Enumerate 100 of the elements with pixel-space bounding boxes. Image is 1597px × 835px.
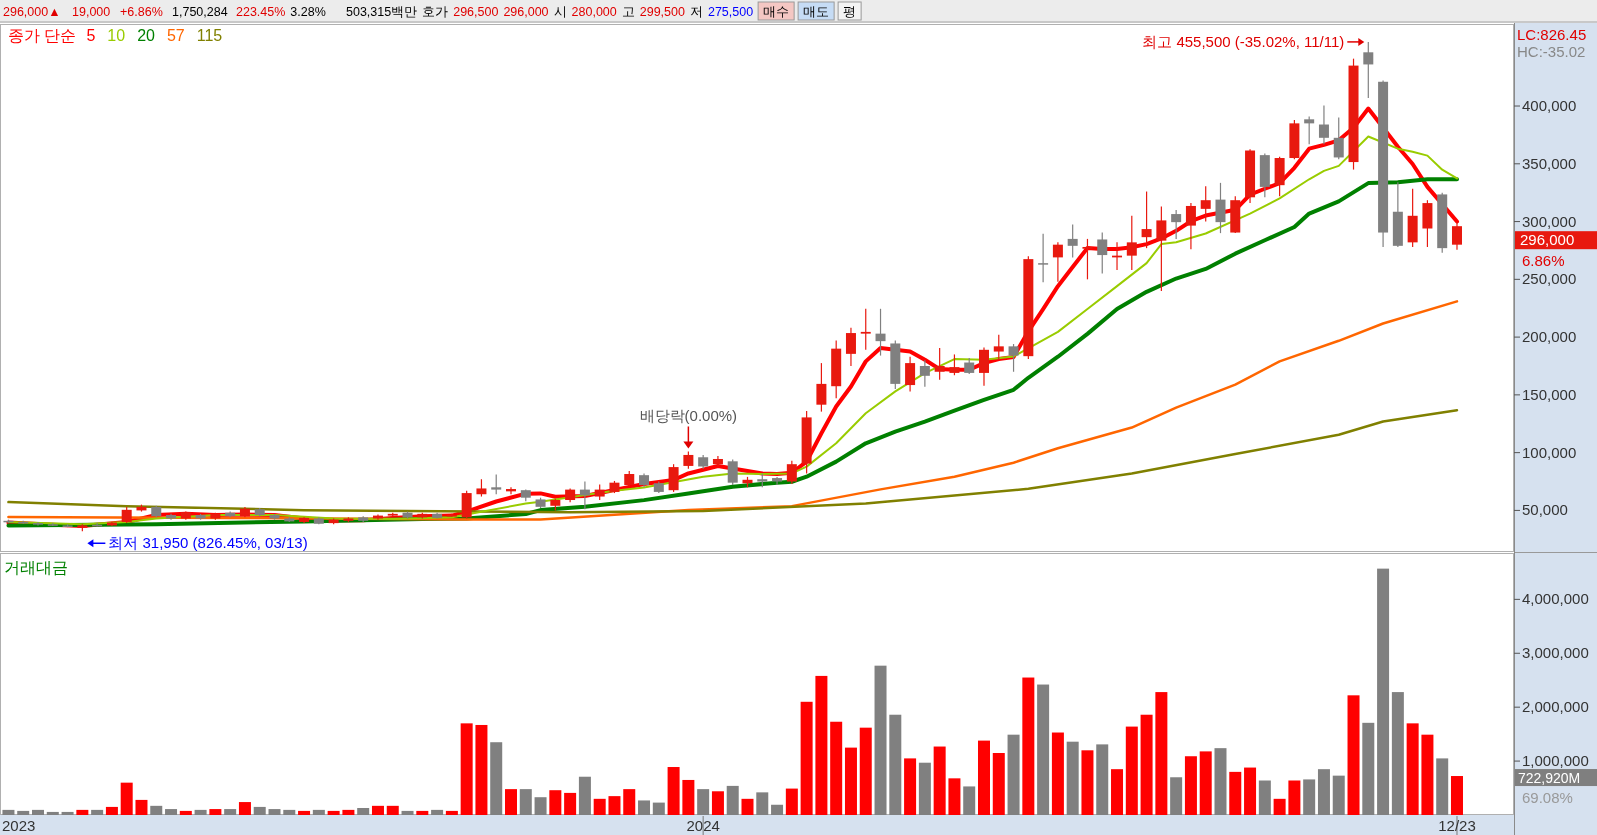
y-tick-label: 400,000 — [1522, 97, 1577, 115]
text: 20 — [137, 27, 156, 44]
bar — [593, 798, 606, 815]
bar — [298, 810, 311, 815]
bar — [268, 809, 281, 815]
bar — [874, 665, 887, 815]
bar — [1273, 798, 1286, 815]
text: 19,000 — [72, 5, 111, 19]
bar — [1155, 692, 1168, 815]
x-tick-label: 12/23 — [1438, 817, 1476, 834]
text: 6.86% — [1522, 252, 1565, 270]
bar — [357, 807, 370, 815]
bar — [238, 802, 251, 815]
y-tick-label: 100,000 — [1522, 443, 1577, 461]
bar — [682, 779, 695, 815]
bar — [165, 809, 178, 815]
text: 296,000 — [503, 5, 549, 19]
bar — [105, 806, 118, 815]
bar — [1421, 734, 1434, 815]
text: 매수 — [763, 5, 790, 19]
bar — [1229, 771, 1242, 815]
bar — [1007, 734, 1020, 815]
text: 299,500 — [639, 5, 685, 19]
text: 722,920M — [1518, 770, 1581, 787]
bar — [977, 740, 990, 815]
y-tick-label: 150,000 — [1522, 385, 1577, 403]
bar — [992, 753, 1005, 815]
bar — [17, 810, 30, 815]
bar — [1391, 692, 1404, 815]
bar — [1037, 684, 1050, 815]
text: 223.45% — [236, 5, 286, 19]
bar — [431, 809, 444, 815]
bar — [46, 811, 59, 815]
bar — [1111, 769, 1124, 815]
bar — [859, 727, 872, 815]
bar — [1199, 751, 1212, 815]
bar — [771, 804, 784, 815]
bar — [505, 789, 517, 815]
text: HC:-35.02 — [1517, 43, 1586, 60]
bar — [194, 809, 207, 815]
bar — [1140, 714, 1153, 815]
bar — [224, 809, 237, 815]
bar — [1170, 777, 1183, 815]
bar — [1081, 750, 1094, 815]
text: 매도 — [803, 5, 830, 19]
text: 296,500 — [453, 5, 499, 19]
bar — [519, 789, 532, 815]
bar — [283, 809, 296, 815]
bar — [312, 809, 325, 815]
bar — [564, 792, 577, 815]
bar — [933, 746, 946, 815]
bar — [534, 797, 547, 815]
bar — [327, 810, 340, 815]
bar — [889, 714, 902, 815]
bar — [1436, 758, 1449, 815]
bar — [1244, 767, 1257, 815]
text: 2023 — [2, 817, 36, 834]
text: 115 — [196, 27, 223, 44]
bar — [667, 767, 680, 815]
y-tick-label: 350,000 — [1522, 154, 1577, 172]
annotation: 배당락(0.00%) — [639, 407, 738, 425]
bar — [61, 811, 74, 815]
annotation: 최저 31,950 (826.45%, 03/13) — [108, 534, 308, 552]
bar — [815, 675, 828, 815]
bar — [1303, 779, 1316, 815]
bar — [1051, 732, 1064, 815]
text: 5 — [86, 27, 96, 44]
bar — [253, 806, 266, 815]
y-tick-label: 3,000,000 — [1522, 644, 1589, 662]
bar — [623, 789, 636, 815]
text: 503,315백만 — [346, 5, 418, 19]
bar — [1347, 695, 1360, 815]
text: 호가 — [422, 5, 449, 19]
bar — [460, 723, 473, 815]
text: 296,000▲ — [3, 5, 61, 19]
bar — [150, 805, 163, 815]
bar — [756, 792, 769, 815]
bar — [652, 802, 665, 815]
bar — [1288, 780, 1301, 815]
bar — [1450, 776, 1463, 815]
bar — [1258, 780, 1271, 815]
y-tick-label: 300,000 — [1522, 212, 1577, 230]
text: 69.08% — [1522, 789, 1573, 807]
bar — [135, 799, 148, 815]
bar — [549, 790, 562, 815]
bar — [785, 788, 798, 815]
bar — [209, 809, 222, 815]
bar — [711, 791, 724, 815]
y-tick-label: 250,000 — [1522, 270, 1577, 288]
bar — [1317, 769, 1330, 815]
bar — [1332, 775, 1345, 815]
bar — [800, 701, 813, 815]
text: 저 — [689, 5, 703, 19]
text: 280,000 — [571, 5, 617, 19]
bar — [1377, 568, 1390, 815]
bar — [726, 785, 739, 815]
text: 10 — [107, 27, 126, 44]
bar — [179, 810, 192, 815]
bar — [475, 724, 488, 815]
bar — [76, 809, 89, 815]
